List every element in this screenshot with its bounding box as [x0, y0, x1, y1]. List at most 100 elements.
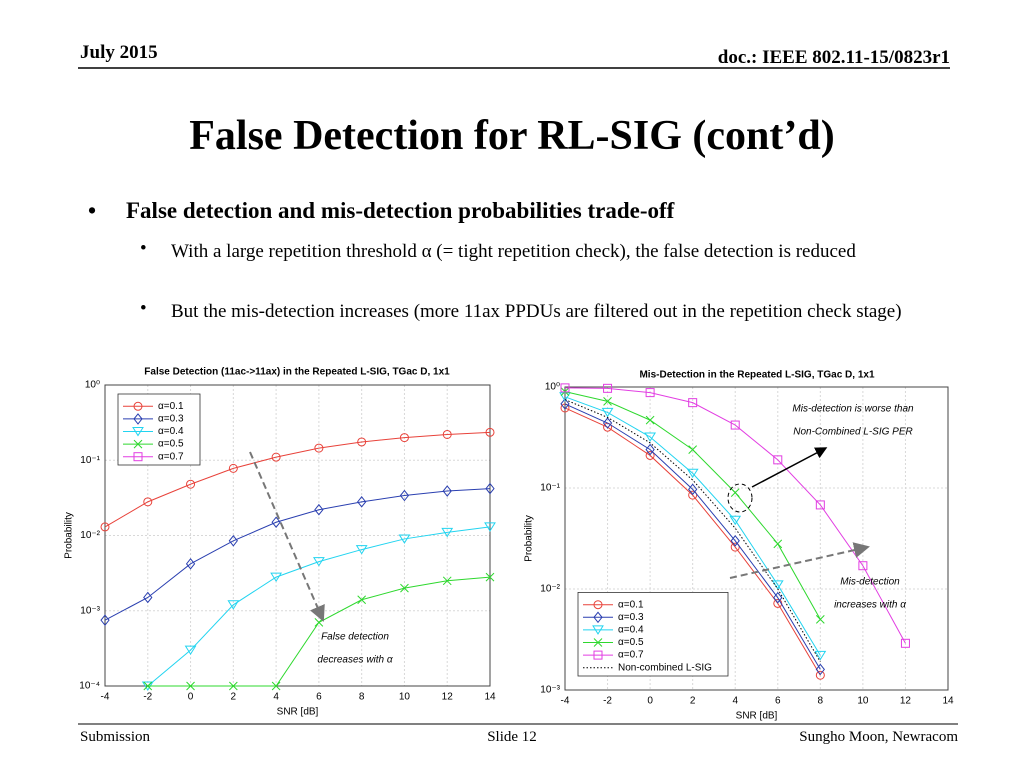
marker: [602, 417, 613, 429]
x-axis-label: SNR [dB]: [277, 707, 319, 718]
marker: [355, 545, 368, 555]
bullet-main: False detection and mis-detection probab…: [126, 198, 675, 223]
x-tick-label: 6: [316, 692, 322, 703]
marker: [688, 445, 698, 454]
legend-box: [577, 592, 729, 677]
legend-label: α=0.4: [618, 625, 644, 636]
slide-title: False Detection for RL-SIG (cont’d): [189, 113, 835, 159]
x-tick-label: 12: [900, 696, 912, 707]
marker: [688, 398, 698, 408]
y-tick-label: 10⁰: [85, 380, 100, 391]
marker: [357, 496, 367, 508]
annotation: increases with α: [834, 600, 906, 611]
x-tick-label: 8: [818, 696, 824, 707]
marker: [645, 388, 655, 398]
marker: [773, 598, 783, 608]
marker: [815, 615, 825, 624]
y-axis-label: Probability: [64, 512, 75, 559]
marker: [645, 443, 655, 456]
series-line: [564, 399, 821, 663]
bullet-dot: •: [88, 198, 97, 223]
legend-label: Non-combined L-SIG: [618, 662, 712, 673]
marker: [312, 557, 325, 567]
chart-title: False Detection (11ac->11ax) in the Repe…: [144, 367, 450, 378]
marker: [100, 522, 110, 532]
plot-frame: [104, 384, 491, 687]
marker: [645, 450, 655, 460]
series-line: [147, 526, 491, 687]
x-tick-label: 14: [484, 692, 496, 703]
arrow: [729, 542, 870, 579]
marker: [773, 455, 783, 465]
x-tick-label: -4: [561, 696, 570, 707]
marker: [228, 535, 238, 547]
arrow: [751, 447, 828, 488]
annotation: Non-Combined L-SIG PER: [793, 427, 913, 438]
x-tick-label: 10: [399, 692, 411, 703]
x-tick-label: 4: [732, 696, 738, 707]
marker: [485, 572, 495, 582]
arrow: [249, 451, 325, 622]
marker: [270, 572, 283, 583]
marker: [143, 591, 153, 604]
marker: [593, 638, 603, 647]
highlight: [727, 483, 753, 513]
series-line: [104, 488, 491, 621]
legend-label: α=0.5: [158, 439, 184, 450]
marker: [688, 483, 698, 496]
marker: [815, 670, 825, 680]
x-tick-label: 8: [359, 692, 365, 703]
marker: [100, 614, 110, 626]
marker: [900, 638, 910, 648]
annotation: Mis-detection is worse than: [792, 404, 914, 415]
marker: [773, 539, 783, 549]
marker: [560, 398, 570, 410]
marker: [730, 542, 740, 552]
legend-label: α=0.3: [158, 414, 184, 425]
marker: [560, 383, 570, 393]
marker: [186, 479, 196, 489]
marker: [400, 583, 409, 593]
series-line: [104, 431, 491, 528]
marker: [314, 503, 324, 516]
x-tick-label: 14: [942, 696, 954, 707]
marker: [133, 401, 143, 411]
marker: [644, 432, 657, 442]
marker: [773, 591, 783, 604]
annotation: Mis-detection: [840, 577, 900, 588]
marker: [271, 516, 281, 529]
y-tick-label: 10⁻²: [540, 584, 560, 595]
marker: [485, 482, 495, 495]
marker: [442, 576, 452, 586]
x-tick-label: 2: [231, 692, 237, 703]
chart-title: Mis-Detection in the Repeated L-SIG, TGa…: [639, 370, 874, 381]
marker: [603, 383, 613, 393]
y-tick-label: 10⁻¹: [540, 483, 560, 494]
x-axis-label: SNR [dB]: [736, 711, 778, 722]
marker: [271, 452, 281, 462]
y-tick-label: 10⁻¹: [80, 455, 100, 466]
marker: [593, 611, 603, 624]
x-tick-label: 4: [273, 692, 279, 703]
marker: [858, 561, 868, 571]
plot-frame: [564, 386, 949, 691]
marker: [442, 485, 452, 497]
y-tick-label: 10⁻²: [80, 530, 100, 541]
marker: [399, 433, 409, 443]
y-tick-label: 10⁰: [545, 382, 560, 393]
marker: [559, 392, 571, 402]
marker: [186, 681, 195, 691]
y-axis-label: Probability: [524, 515, 535, 562]
marker: [730, 535, 740, 547]
marker: [184, 645, 197, 656]
footer-left: Submission: [80, 729, 151, 745]
header-doc: doc.: IEEE 802.11-15/0823r1: [717, 47, 950, 68]
marker: [357, 595, 367, 605]
marker: [601, 407, 614, 418]
marker: [729, 515, 742, 526]
bullet-dot: •: [140, 238, 147, 259]
x-tick-label: -4: [101, 692, 110, 703]
marker: [592, 625, 604, 635]
